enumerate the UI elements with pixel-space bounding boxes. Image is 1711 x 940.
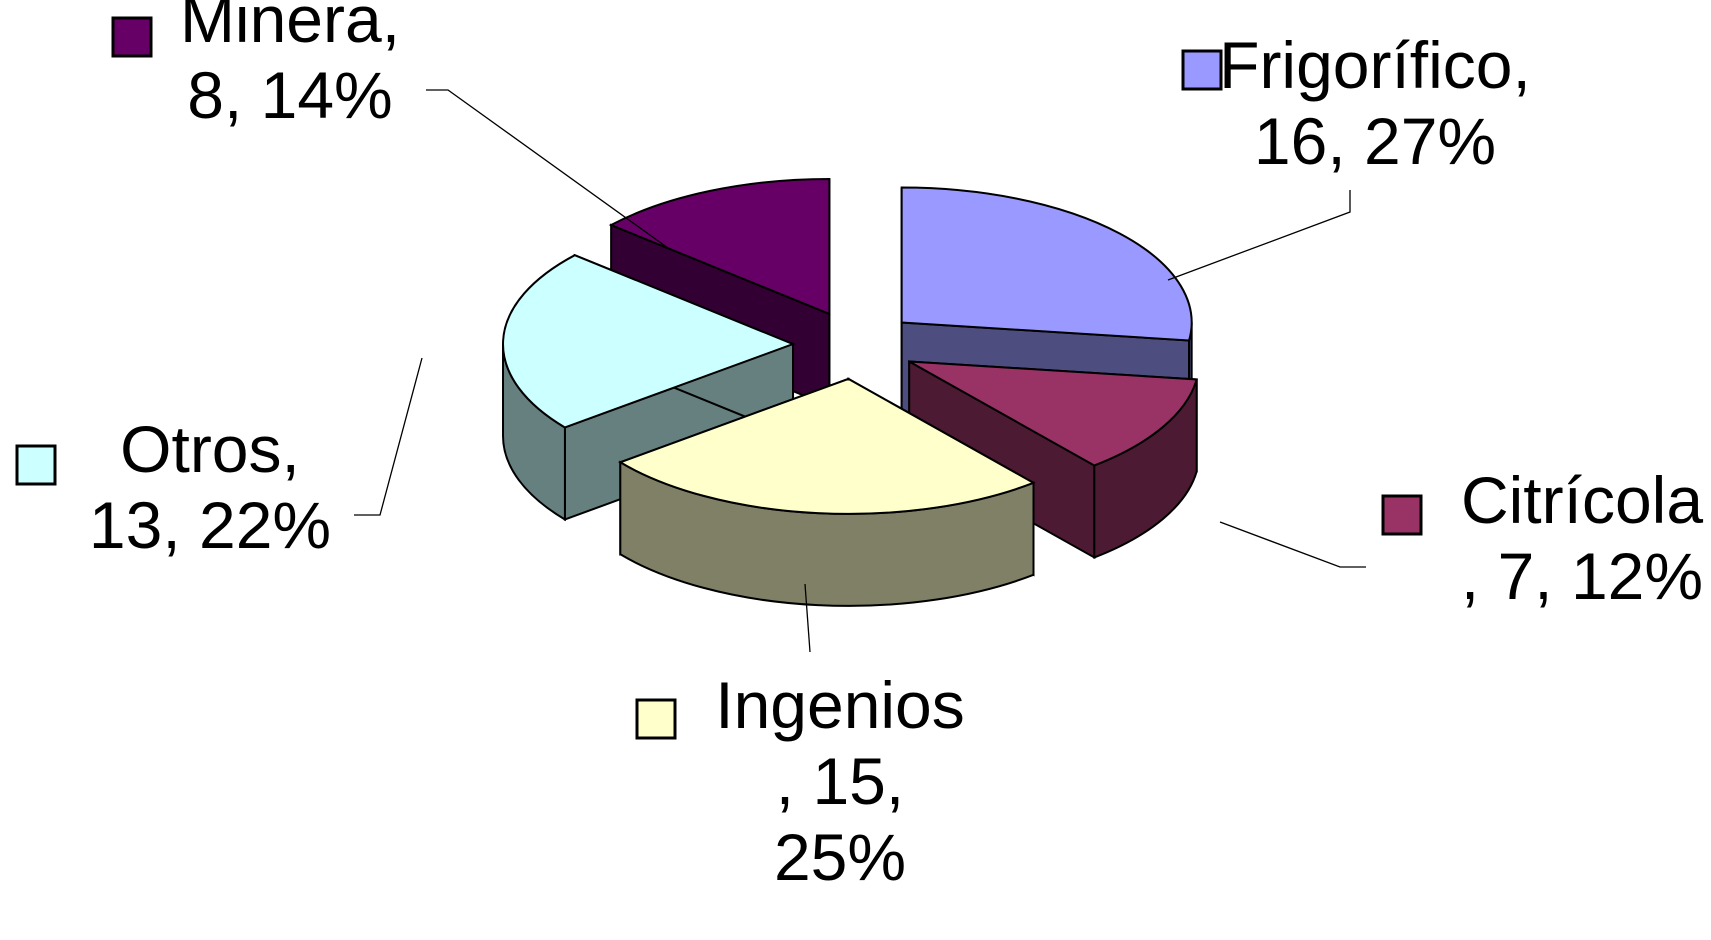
leader-line — [354, 357, 423, 516]
leader-lines — [354, 89, 1366, 653]
slice-top — [900, 186, 1193, 342]
pie-slice-ingenios — [617, 377, 1036, 607]
leader-line — [426, 89, 669, 249]
data-label-line: , 15, — [776, 744, 904, 818]
data-label: Frigorífico, 16, 27% — [1219, 28, 1531, 178]
data-label-line: 16, 27% — [1254, 104, 1496, 178]
data-label-line: Citrícola — [1461, 463, 1703, 537]
leader-line — [1167, 190, 1351, 281]
data-label-line: Ingenios — [715, 668, 965, 742]
pie-slice-citrcola — [908, 359, 1198, 560]
data-label-line: 13, 22% — [89, 488, 331, 562]
leader-line — [1219, 521, 1366, 568]
slice-top — [617, 377, 1036, 515]
data-label: Otros, 13, 22% — [89, 412, 331, 562]
pie-slices — [502, 177, 1198, 607]
slice-top — [608, 177, 831, 316]
label-key-marker — [111, 16, 153, 58]
data-label-line: 25% — [774, 820, 906, 894]
leader-line — [804, 583, 811, 653]
data-label-line: Minera, — [180, 0, 400, 56]
slice-top — [908, 360, 1198, 467]
data-label-line: , 7, 12% — [1461, 539, 1703, 613]
data-label: Minera, 8, 14% — [180, 0, 400, 132]
label-key-marker — [635, 698, 677, 740]
data-label: Citrícola, 7, 12% — [1461, 463, 1703, 613]
data-label: Ingenios, 15, 25% — [715, 668, 965, 894]
slice-top — [502, 254, 796, 429]
label-key-marker — [15, 444, 57, 486]
label-key-marker — [1381, 494, 1423, 536]
data-label-line: Otros, — [120, 412, 300, 486]
data-label-line: 8, 14% — [187, 58, 392, 132]
data-labels: Frigorífico, 16, 27% Citrícola, 7, 12% Inge… — [15, 0, 1703, 894]
label-key-marker — [1181, 49, 1223, 91]
data-label-line: Frigorífico, — [1219, 28, 1531, 102]
